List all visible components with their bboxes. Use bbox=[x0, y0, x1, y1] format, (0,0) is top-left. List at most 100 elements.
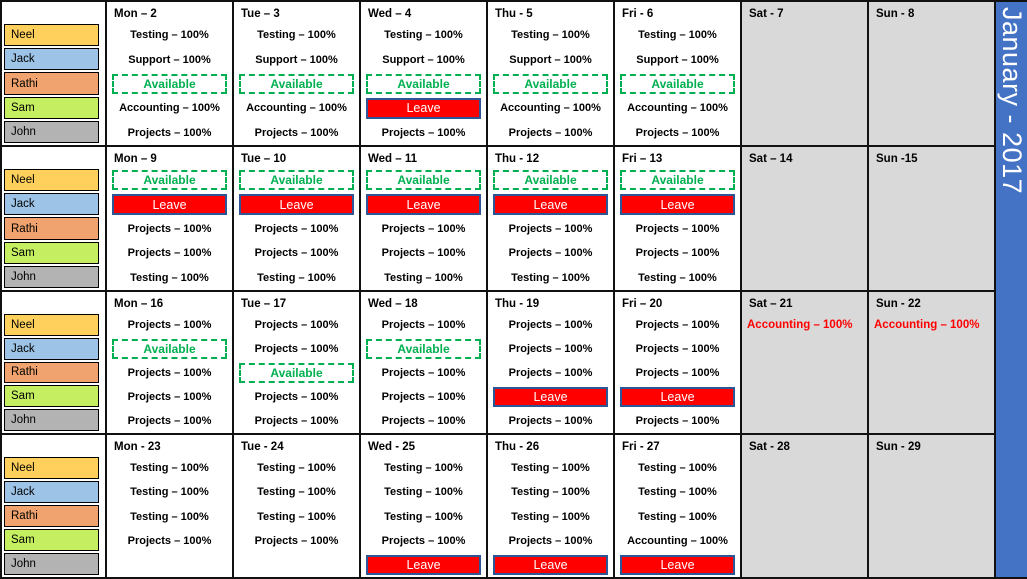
person-cell-neel[interactable]: Neel bbox=[4, 169, 99, 192]
assignment-slot[interactable]: Leave bbox=[361, 192, 486, 216]
available-badge[interactable]: Available bbox=[239, 363, 354, 383]
assignment-slot[interactable]: Testing – 100% bbox=[361, 504, 486, 528]
assignment-slot[interactable]: Support – 100% bbox=[615, 47, 740, 71]
assignment-slot[interactable]: Projects – 100% bbox=[361, 409, 486, 433]
assignment-slot[interactable]: Accounting – 100% bbox=[107, 96, 232, 120]
available-badge[interactable]: Available bbox=[112, 170, 227, 191]
assignment-slot[interactable]: Testing – 100% bbox=[234, 504, 359, 528]
available-badge[interactable]: Available bbox=[239, 170, 354, 191]
assignment-slot[interactable]: Projects – 100% bbox=[361, 121, 486, 145]
leave-badge[interactable]: Leave bbox=[620, 194, 735, 215]
assignment-slot[interactable]: Testing – 100% bbox=[234, 23, 359, 47]
leave-badge[interactable]: Leave bbox=[239, 194, 354, 215]
assignment-slot[interactable]: Available bbox=[488, 168, 613, 192]
person-cell-rathi[interactable]: Rathi bbox=[4, 505, 99, 527]
day-cell-fri-6[interactable]: Fri - 6 Testing – 100% Support – 100% Avail… bbox=[613, 2, 740, 145]
assignment-slot[interactable]: Projects – 100% bbox=[361, 313, 486, 337]
assignment-slot[interactable]: Leave bbox=[615, 553, 740, 577]
day-cell-sun-8[interactable]: Sun - 8 bbox=[867, 2, 994, 145]
assignment-slot[interactable]: Testing – 100% bbox=[488, 480, 613, 504]
available-badge[interactable]: Available bbox=[112, 339, 227, 359]
assignment-slot[interactable]: Projects – 100% bbox=[234, 217, 359, 241]
day-cell-sun-22[interactable]: Sun - 22 Accounting – 100% bbox=[867, 290, 994, 433]
day-cell-thu-19[interactable]: Thu - 19 Projects – 100% Projects – 100% Pr… bbox=[486, 290, 613, 433]
assignment-slot[interactable]: Accounting – 100% bbox=[742, 313, 867, 337]
person-cell-rathi[interactable]: Rathi bbox=[4, 72, 99, 95]
assignment-slot[interactable]: Projects – 100% bbox=[615, 241, 740, 265]
available-badge[interactable]: Available bbox=[493, 170, 608, 191]
assignment-slot[interactable]: Projects – 100% bbox=[107, 313, 232, 337]
assignment-slot[interactable]: Projects – 100% bbox=[488, 313, 613, 337]
assignment-slot[interactable]: Testing – 100% bbox=[488, 23, 613, 47]
assignment-slot[interactable]: Testing – 100% bbox=[107, 456, 232, 480]
person-cell-rathi[interactable]: Rathi bbox=[4, 361, 99, 384]
assignment-slot[interactable]: Accounting – 100% bbox=[869, 313, 994, 337]
assignment-slot[interactable]: Testing – 100% bbox=[234, 266, 359, 290]
person-cell-sam[interactable]: Sam bbox=[4, 385, 99, 408]
assignment-slot[interactable]: Leave bbox=[107, 192, 232, 216]
leave-badge[interactable]: Leave bbox=[620, 554, 735, 576]
assignment-slot[interactable]: Testing – 100% bbox=[615, 480, 740, 504]
person-cell-jack[interactable]: Jack bbox=[4, 337, 99, 360]
person-cell-sam[interactable]: Sam bbox=[4, 241, 99, 264]
person-cell-john[interactable]: John bbox=[4, 265, 99, 289]
available-badge[interactable]: Available bbox=[112, 73, 227, 95]
day-cell-thu-12[interactable]: Thu - 12 Available Leave Projects – 100% Pro… bbox=[486, 145, 613, 290]
assignment-slot[interactable]: Projects – 100% bbox=[361, 529, 486, 553]
assignment-slot[interactable]: Available bbox=[107, 337, 232, 361]
person-cell-sam[interactable]: Sam bbox=[4, 529, 99, 551]
assignment-slot[interactable]: Projects – 100% bbox=[488, 529, 613, 553]
assignment-slot[interactable]: Projects – 100% bbox=[361, 217, 486, 241]
day-cell-tue-10[interactable]: Tue – 10 Available Leave Projects – 100% Pro… bbox=[232, 145, 359, 290]
day-cell-thu-26[interactable]: Thu - 26 Testing – 100% Testing – 100% Test… bbox=[486, 433, 613, 577]
day-cell-thu-5[interactable]: Thu - 5 Testing – 100% Support – 100% Avail… bbox=[486, 2, 613, 145]
leave-badge[interactable]: Leave bbox=[493, 387, 608, 407]
day-cell-mon-9[interactable]: Mon – 9 Available Leave Projects – 100% Proj… bbox=[105, 145, 232, 290]
day-cell-sat-7[interactable]: Sat - 7 bbox=[740, 2, 867, 145]
day-cell-fri-20[interactable]: Fri – 20 Projects – 100% Projects – 100% Pr… bbox=[613, 290, 740, 433]
day-cell-mon-16[interactable]: Mon – 16 Projects – 100% Available Projects… bbox=[105, 290, 232, 433]
day-cell-tue-17[interactable]: Tue – 17 Projects – 100% Projects – 100% Av… bbox=[232, 290, 359, 433]
leave-badge[interactable]: Leave bbox=[493, 194, 608, 215]
assignment-slot[interactable]: Leave bbox=[615, 192, 740, 216]
assignment-slot[interactable]: Available bbox=[361, 337, 486, 361]
person-cell-neel[interactable]: Neel bbox=[4, 314, 99, 336]
available-badge[interactable]: Available bbox=[366, 170, 481, 191]
leave-badge[interactable]: Leave bbox=[366, 554, 481, 576]
assignment-slot[interactable]: Available bbox=[361, 72, 486, 96]
day-cell-wed-25[interactable]: Wed - 25 Testing – 100% Testing – 100% Test… bbox=[359, 433, 486, 577]
assignment-slot[interactable]: Leave bbox=[234, 192, 359, 216]
assignment-slot[interactable]: Projects – 100% bbox=[107, 121, 232, 145]
person-cell-neel[interactable]: Neel bbox=[4, 457, 99, 479]
assignment-slot[interactable]: Testing – 100% bbox=[107, 480, 232, 504]
assignment-slot[interactable]: Projects – 100% bbox=[615, 217, 740, 241]
assignment-slot[interactable]: Testing – 100% bbox=[361, 480, 486, 504]
assignment-slot[interactable]: Projects – 100% bbox=[234, 385, 359, 409]
person-cell-john[interactable]: John bbox=[4, 553, 99, 575]
assignment-slot[interactable]: Projects – 100% bbox=[234, 409, 359, 433]
day-cell-sun-15[interactable]: Sun -15 bbox=[867, 145, 994, 290]
assignment-slot[interactable]: Testing – 100% bbox=[488, 504, 613, 528]
day-cell-wed-4[interactable]: Wed – 4 Testing – 100% Support – 100% Avail… bbox=[359, 2, 486, 145]
assignment-slot[interactable]: Projects – 100% bbox=[488, 361, 613, 385]
leave-badge[interactable]: Leave bbox=[112, 194, 227, 215]
available-badge[interactable]: Available bbox=[493, 73, 608, 95]
day-cell-mon-23[interactable]: Mon - 23 Testing – 100% Testing – 100% Test… bbox=[105, 433, 232, 577]
available-badge[interactable]: Available bbox=[366, 73, 481, 95]
assignment-slot[interactable]: Testing – 100% bbox=[234, 480, 359, 504]
assignment-slot[interactable]: Testing – 100% bbox=[361, 23, 486, 47]
assignment-slot[interactable]: Testing – 100% bbox=[615, 504, 740, 528]
day-cell-sat-28[interactable]: Sat - 28 bbox=[740, 433, 867, 577]
assignment-slot[interactable]: Projects – 100% bbox=[361, 385, 486, 409]
assignment-slot[interactable]: Available bbox=[615, 168, 740, 192]
assignment-slot[interactable]: Projects – 100% bbox=[615, 313, 740, 337]
assignment-slot[interactable]: Projects – 100% bbox=[615, 409, 740, 433]
assignment-slot[interactable]: Leave bbox=[488, 385, 613, 409]
assignment-slot[interactable]: Projects – 100% bbox=[234, 313, 359, 337]
assignment-slot[interactable]: Testing – 100% bbox=[615, 456, 740, 480]
assignment-slot[interactable]: Projects – 100% bbox=[234, 241, 359, 265]
assignment-slot[interactable]: Available bbox=[234, 72, 359, 96]
person-cell-sam[interactable]: Sam bbox=[4, 96, 99, 119]
day-cell-sun-29[interactable]: Sun - 29 bbox=[867, 433, 994, 577]
assignment-slot[interactable]: Leave bbox=[615, 385, 740, 409]
